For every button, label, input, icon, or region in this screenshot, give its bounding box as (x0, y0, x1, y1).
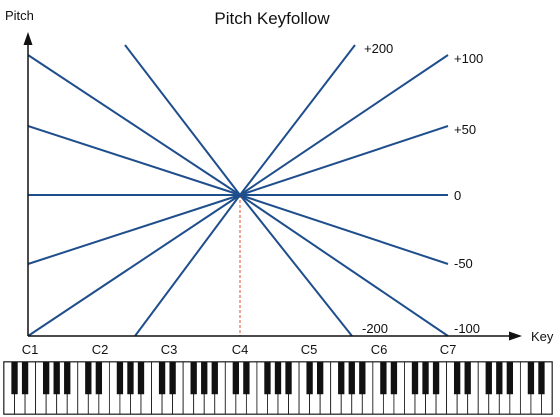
y-axis-label: Pitch (5, 8, 34, 23)
series-label-minus-200: -200 (362, 321, 388, 336)
black-key (527, 362, 535, 395)
keyfollow-line-plus-100-right (239, 54, 449, 196)
series-label-plus-50: +50 (454, 122, 476, 137)
black-key (411, 362, 419, 395)
keyfollow-line-minus-50-right (239, 194, 449, 265)
keyfollow-line-minus-100-left (27, 194, 241, 337)
black-key (211, 362, 218, 395)
black-key (306, 362, 313, 395)
black-key (316, 362, 324, 395)
black-key (485, 362, 492, 395)
black-key (464, 362, 471, 395)
black-key (137, 362, 145, 395)
key-label-c1: C1 (22, 342, 39, 357)
black-key (380, 362, 387, 395)
black-key (190, 362, 197, 395)
keyfollow-line-minus-200-left (134, 194, 241, 337)
keyfollow-line-plus-100-left (27, 54, 241, 196)
black-key (42, 362, 50, 395)
key-label-c7: C7 (440, 342, 457, 357)
black-key (158, 362, 166, 395)
series-label-zero: 0 (454, 188, 461, 203)
series-label-minus-100: -100 (454, 321, 480, 336)
x-axis-arrowhead (509, 331, 522, 341)
black-key (127, 362, 134, 395)
keyfollow-line-minus-200-right (239, 194, 353, 337)
key-tick-labels: C1 C2 C3 C4 C5 C6 C7 (22, 342, 457, 357)
keyfollow-line-minus-100-right (239, 194, 449, 337)
black-key (359, 362, 366, 395)
key-label-c4: C4 (232, 342, 249, 357)
black-key (243, 362, 250, 395)
black-key (201, 362, 208, 395)
black-key (21, 362, 29, 395)
keyfollow-line-plus-200-left (124, 44, 241, 196)
black-key (348, 362, 355, 395)
series-labels: +200 +100 +50 0 -50 -100 -200 (362, 41, 483, 336)
black-key (285, 362, 292, 395)
black-key (11, 362, 18, 395)
series-label-plus-200: +200 (364, 41, 393, 56)
key-label-c6: C6 (371, 342, 388, 357)
key-label-c3: C3 (161, 342, 178, 357)
black-key (53, 362, 60, 395)
piano-keyboard (3, 361, 553, 415)
black-key (264, 362, 271, 395)
black-key (116, 362, 124, 395)
diagram-title: Pitch Keyfollow (214, 9, 330, 28)
black-key (95, 362, 103, 395)
series-label-plus-100: +100 (454, 51, 483, 66)
black-key (232, 362, 240, 395)
keyfollow-line-plus-50-right (239, 125, 449, 196)
black-key (453, 362, 461, 395)
key-label-c2: C2 (92, 342, 109, 357)
black-key (538, 362, 545, 395)
key-label-c5: C5 (301, 342, 318, 357)
keyfollow-line-minus-50-left (27, 194, 241, 265)
black-key (64, 362, 71, 395)
x-axis-label: Key (531, 329, 554, 344)
keyfollow-line-plus-200-right (239, 44, 356, 196)
black-key (496, 362, 503, 395)
axes (23, 32, 522, 341)
series-label-minus-50: -50 (454, 256, 473, 271)
keyfollow-lines (27, 44, 449, 337)
black-key (274, 362, 282, 395)
black-key (506, 362, 514, 395)
black-key (169, 362, 176, 395)
black-key (422, 362, 429, 395)
y-axis-arrowhead (23, 32, 33, 45)
keyfollow-line-plus-50-left (27, 125, 241, 196)
black-key (432, 362, 440, 395)
black-key (390, 362, 398, 395)
black-key (85, 362, 92, 395)
black-key (338, 362, 345, 395)
